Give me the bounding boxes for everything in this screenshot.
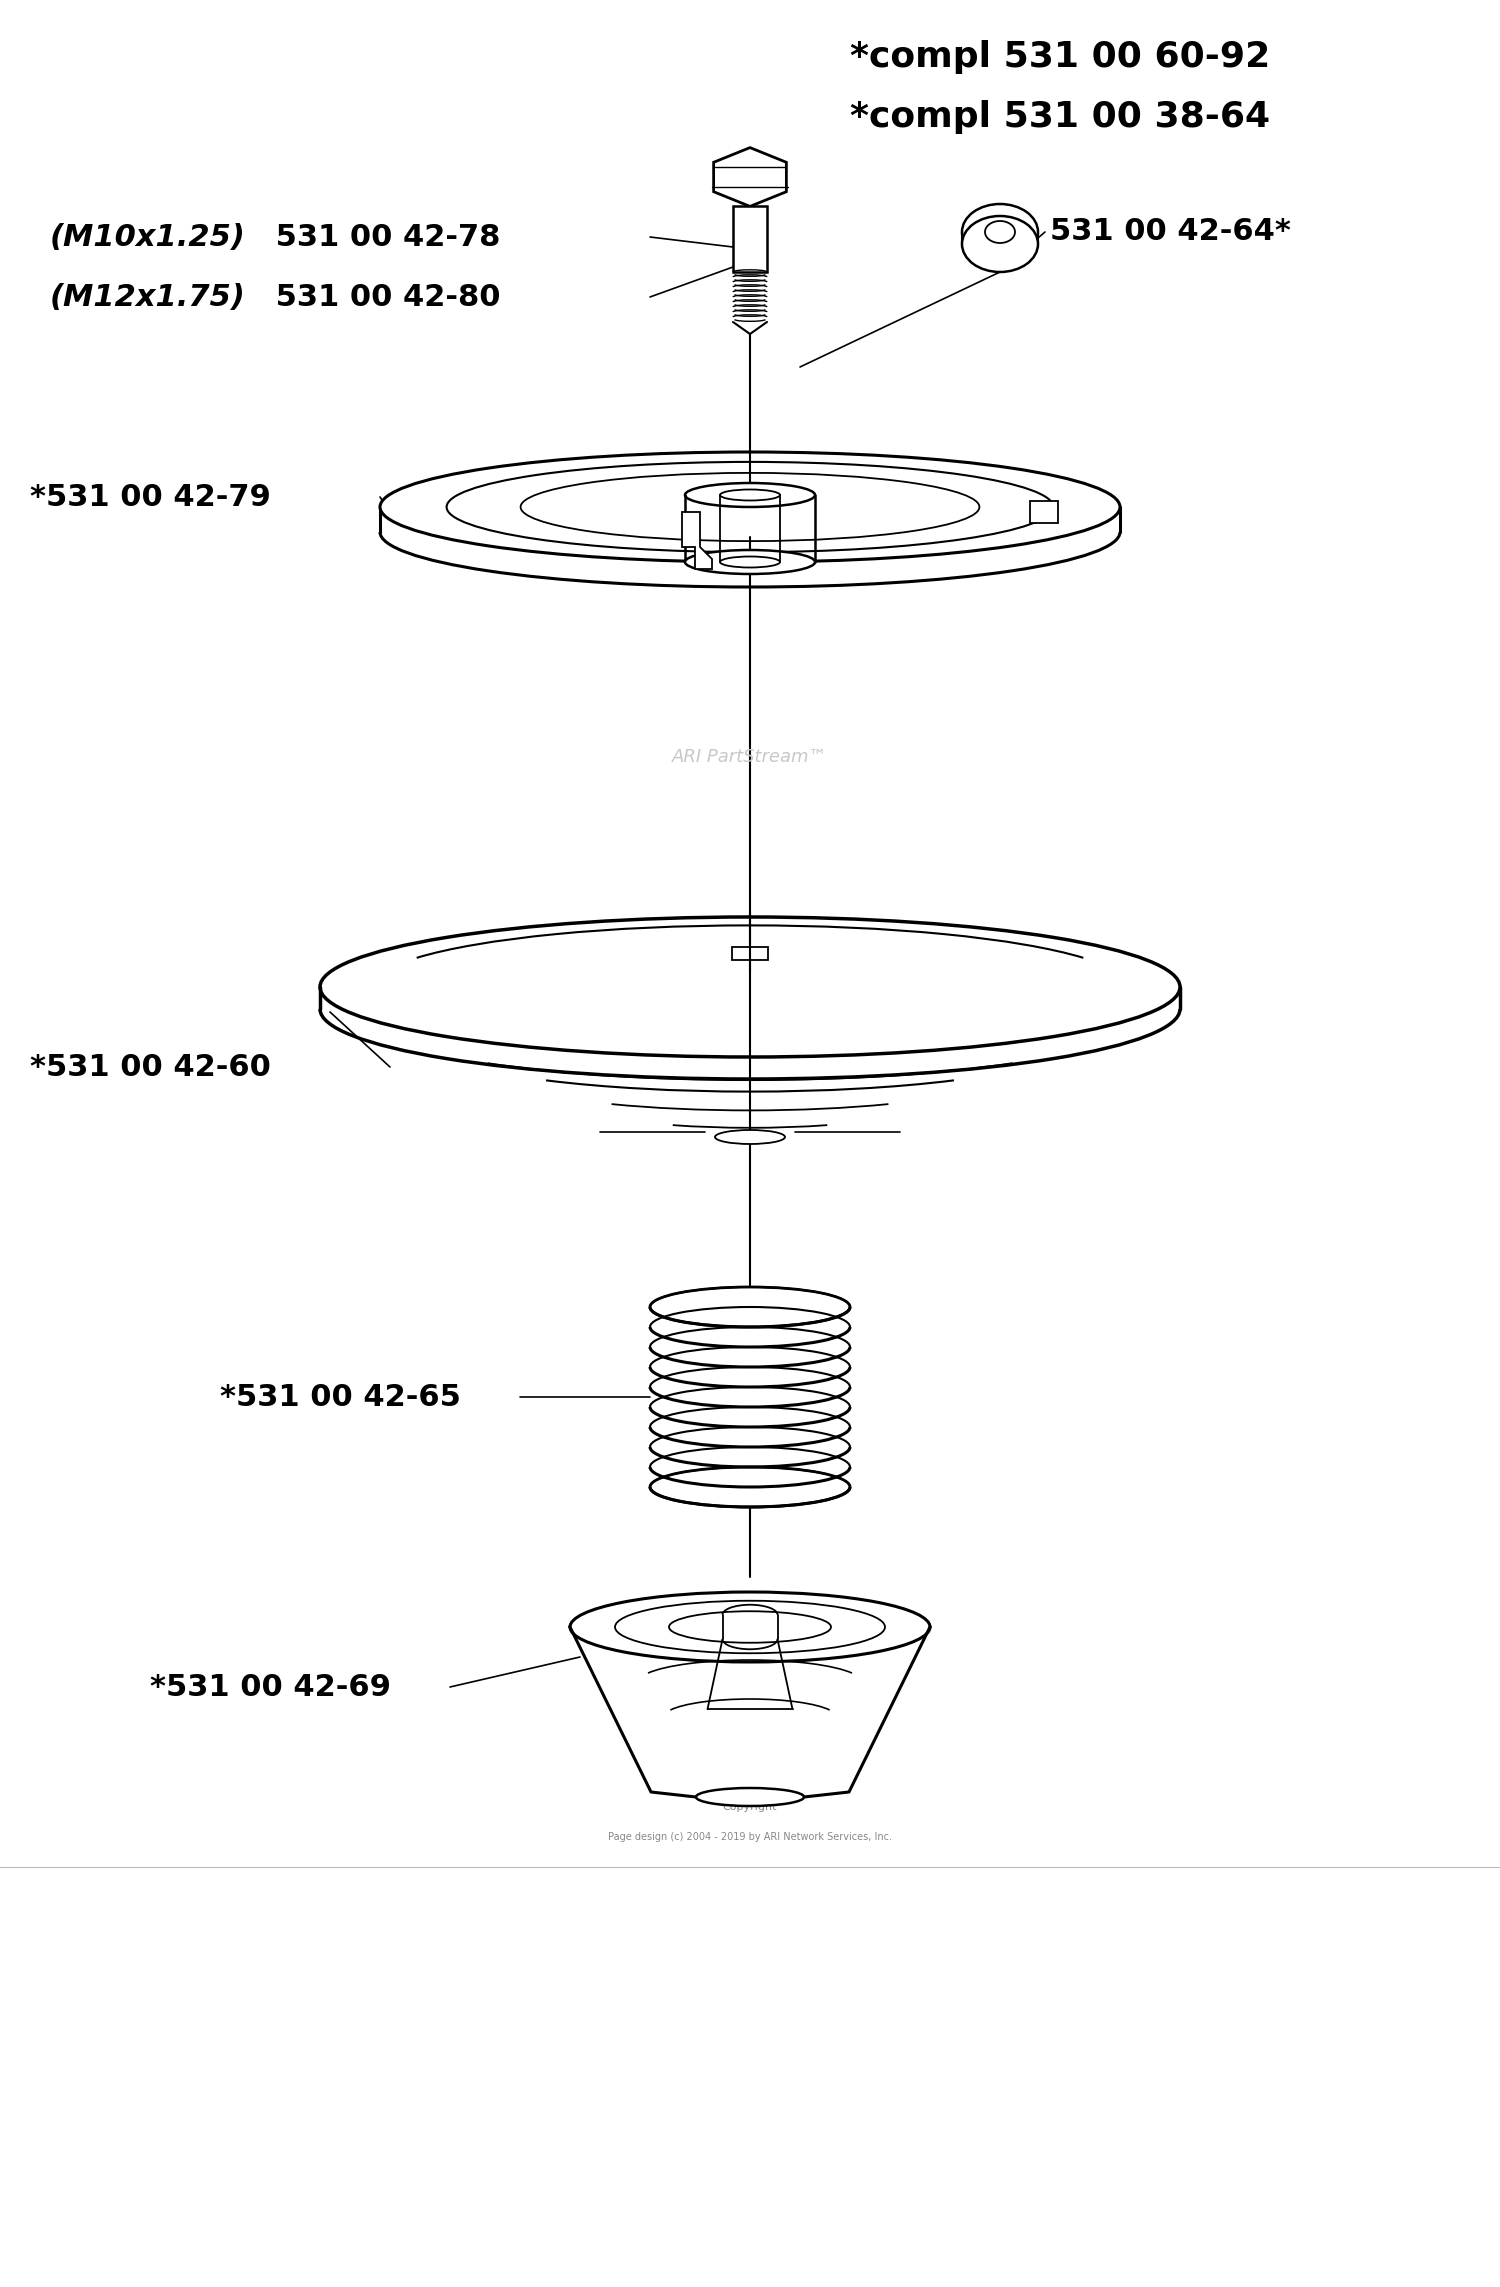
Ellipse shape [669, 1612, 831, 1642]
Ellipse shape [380, 453, 1120, 563]
Ellipse shape [720, 489, 780, 501]
Polygon shape [734, 206, 766, 272]
Polygon shape [1030, 501, 1057, 524]
Ellipse shape [962, 215, 1038, 272]
Text: 531 00 42-78: 531 00 42-78 [266, 222, 501, 252]
Ellipse shape [615, 1601, 885, 1654]
Text: 531 00 42-80: 531 00 42-80 [266, 284, 501, 311]
Text: Page design (c) 2004 - 2019 by ARI Network Services, Inc.: Page design (c) 2004 - 2019 by ARI Netwo… [608, 1832, 892, 1841]
Ellipse shape [696, 1788, 804, 1807]
Ellipse shape [716, 1130, 784, 1144]
Ellipse shape [520, 473, 980, 542]
Text: *531 00 42-60: *531 00 42-60 [30, 1052, 272, 1082]
Text: *531 00 42-69: *531 00 42-69 [150, 1672, 392, 1702]
Ellipse shape [986, 222, 1016, 242]
Text: 531 00 42-64*: 531 00 42-64* [1050, 217, 1292, 247]
Text: (M10x1.25): (M10x1.25) [50, 222, 246, 252]
Polygon shape [682, 512, 712, 569]
Text: *compl 531 00 38-64: *compl 531 00 38-64 [850, 101, 1270, 135]
Polygon shape [732, 947, 768, 961]
Text: Copyright: Copyright [723, 1802, 777, 1811]
Text: ARI PartStream™: ARI PartStream™ [672, 748, 828, 766]
Text: (M12x1.75): (M12x1.75) [50, 284, 246, 311]
Text: *compl 531 00 60-92: *compl 531 00 60-92 [850, 39, 1270, 73]
Ellipse shape [962, 204, 1038, 261]
Ellipse shape [570, 1592, 930, 1663]
Text: *531 00 42-79: *531 00 42-79 [30, 483, 272, 512]
Ellipse shape [720, 556, 780, 567]
Ellipse shape [320, 917, 1180, 1057]
Ellipse shape [686, 549, 814, 574]
Text: *531 00 42-65: *531 00 42-65 [220, 1384, 460, 1411]
Ellipse shape [686, 483, 814, 508]
Ellipse shape [447, 462, 1053, 551]
Polygon shape [714, 149, 786, 206]
